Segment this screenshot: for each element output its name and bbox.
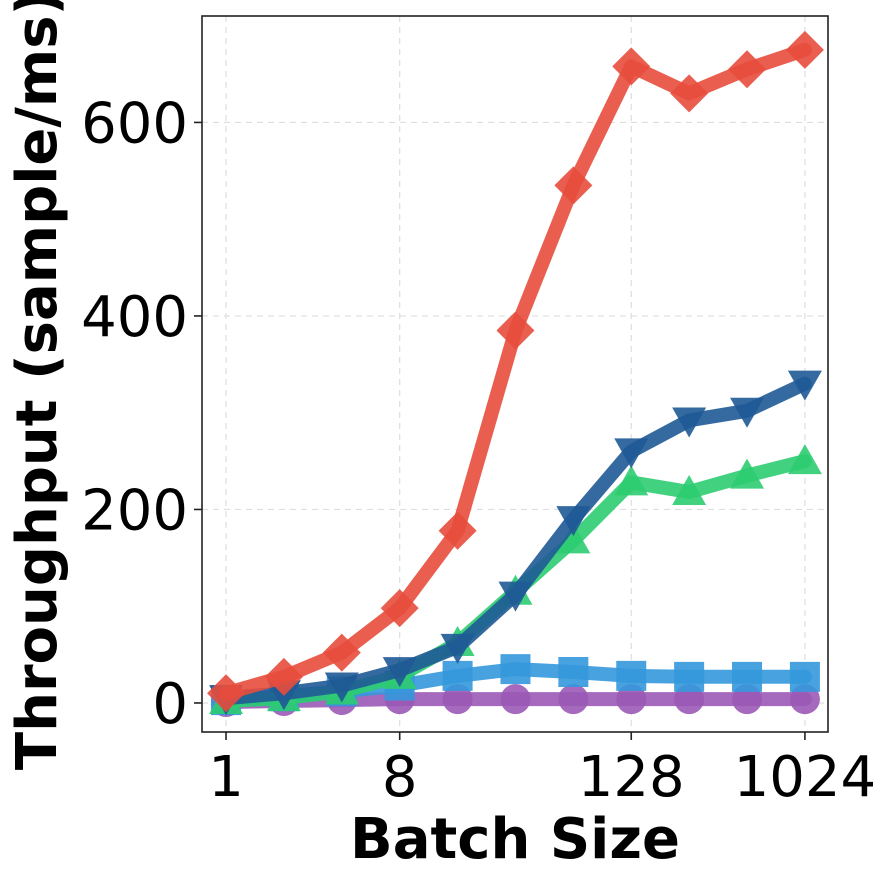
diamond-marker [612, 47, 651, 86]
triangle-up-marker [556, 523, 591, 554]
series-layer [207, 30, 824, 718]
y-axis-title: Throughput (sample/ms) [5, 0, 70, 770]
triangle-down-marker [382, 657, 417, 688]
series-4 [209, 370, 822, 716]
series-5 [207, 30, 824, 713]
diamond-marker [785, 30, 824, 69]
triangle-up-marker [672, 475, 707, 506]
y-tick-label: 200 [81, 478, 188, 543]
circle-marker [558, 684, 589, 715]
circle-marker [500, 684, 531, 715]
y-tick-label: 0 [152, 672, 188, 737]
triangle-down-marker [498, 581, 533, 612]
square-marker [500, 654, 531, 685]
triangle-up-marker [787, 444, 822, 475]
x-tick-label: 1 [208, 745, 244, 810]
x-tick-label: 8 [382, 745, 418, 810]
square-marker [558, 657, 589, 688]
diamond-marker [380, 589, 419, 628]
diamond-marker [322, 633, 361, 672]
x-axis-title: Batch Size [350, 807, 680, 872]
x-tick-label: 128 [578, 745, 685, 810]
plot-frame [201, 15, 829, 733]
diamond-marker [670, 74, 709, 113]
circle-marker [616, 684, 647, 715]
triangle-down-marker [614, 438, 649, 469]
triangle-down-marker [440, 633, 475, 664]
triangle-up-marker [730, 458, 765, 489]
diamond-marker [264, 657, 303, 696]
series-line [219, 376, 812, 706]
diamond-marker [438, 511, 477, 550]
triangle-down-marker [324, 672, 359, 703]
diamond-marker [728, 50, 767, 89]
diamond-marker [554, 166, 593, 205]
triangle-down-marker [672, 407, 707, 438]
diamond-marker [496, 311, 535, 350]
triangle-down-marker [787, 370, 822, 401]
y-tick-label: 600 [81, 91, 188, 156]
triangle-up-marker [614, 465, 649, 496]
square-marker [674, 661, 705, 692]
square-marker [732, 661, 763, 692]
square-marker [442, 660, 473, 691]
triangle-down-marker [730, 397, 765, 428]
tick-layer: 1 8 128 1024 0 200 400 600 [81, 91, 876, 810]
y-tick-label: 400 [81, 285, 188, 350]
square-marker [616, 660, 647, 691]
x-tick-label: 1024 [734, 745, 877, 810]
diamond-marker [207, 674, 246, 713]
circle-marker [442, 684, 473, 715]
square-marker [789, 661, 820, 692]
grid-layer [202, 16, 828, 732]
triangle-down-marker [556, 506, 591, 537]
